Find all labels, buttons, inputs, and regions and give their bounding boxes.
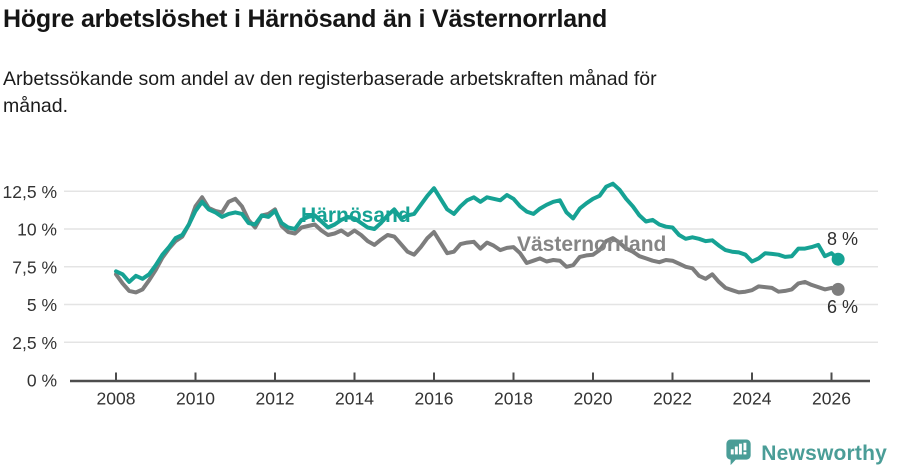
newsworthy-logo: Newsworthy: [725, 438, 887, 469]
x-tick-label: 2010: [176, 389, 215, 409]
end-value-label-vasternorrland: 6 %: [827, 297, 858, 317]
series-label-harnosand: Härnösand: [301, 204, 411, 227]
series-label-vasternorrland: Västernorrland: [517, 233, 666, 256]
y-tick-label: 12,5 %: [3, 182, 57, 202]
bar-medium: [735, 446, 739, 455]
newsworthy-bubble-chart-icon: [726, 439, 751, 466]
bar-large: [739, 443, 743, 455]
vasternorrland-line: [114, 195, 841, 295]
harnosand-end-dot: [831, 252, 845, 266]
speech-bubble-shape: [726, 439, 751, 466]
y-tick-label: 5 %: [27, 295, 57, 315]
harnosand-line: [114, 181, 841, 284]
y-tick-label: 0 %: [27, 371, 57, 391]
plot-area: 0 % 2,5 % 5 % 7,5 % 10 % 12,5 % 2008 2010 2012 20…: [3, 181, 878, 409]
newsworthy-wordmark: Newsworthy: [761, 441, 887, 465]
page-title: Högre arbetslöshet i Härnösand än i Väst…: [3, 5, 608, 33]
x-tick-label: 2012: [256, 389, 295, 409]
x-tick-label: 2014: [335, 389, 374, 409]
vasternorrland-end-dot: [831, 282, 845, 296]
x-tick-label: 2026: [812, 389, 851, 409]
end-value-label-harnosand: 8 %: [827, 229, 858, 249]
y-tick-label: 7,5 %: [12, 257, 57, 277]
x-tick-label: 2008: [97, 389, 136, 409]
x-tick-label: 2018: [494, 389, 533, 409]
exclamation-dot: [743, 451, 747, 455]
subtitle-line-1: Arbetssökande som andel av den registerb…: [3, 68, 657, 90]
x-tick-label: 2024: [733, 389, 772, 409]
chart-subtitle: Arbetssökande som andel av den registerb…: [3, 66, 813, 120]
x-tick-label: 2022: [653, 389, 692, 409]
x-tick-label: 2020: [574, 389, 613, 409]
x-tick-label: 2016: [415, 389, 454, 409]
subtitle-line-2: månad.: [3, 94, 69, 117]
chart-labels: Härnösand Västernorrland 8 % 6 %: [301, 204, 858, 317]
exclamation-bar: [743, 442, 747, 451]
y-tick-label: 2,5 %: [12, 333, 57, 353]
bar-small: [731, 449, 734, 455]
y-tick-label: 10 %: [17, 220, 57, 240]
